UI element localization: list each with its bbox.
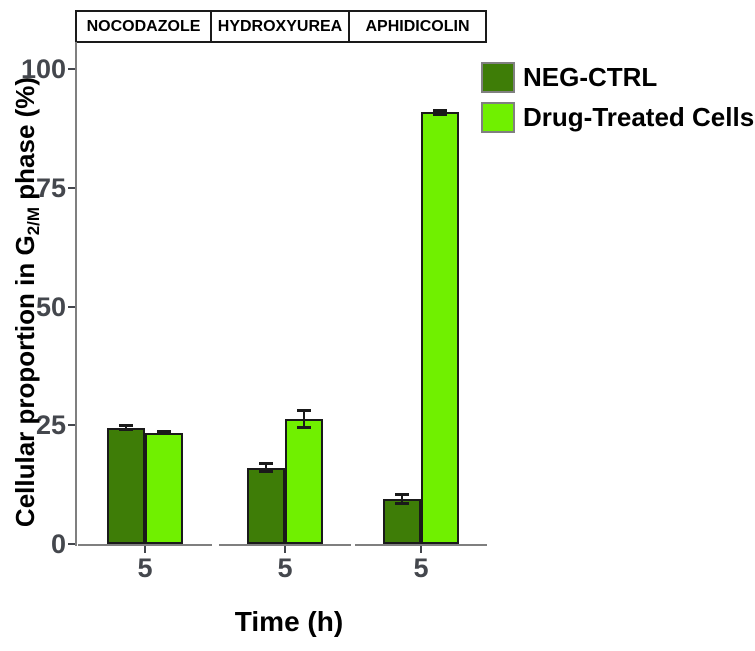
error-bar-line (125, 424, 127, 431)
bar-drug-treated-cells (285, 418, 323, 544)
x-axis-line (219, 544, 351, 546)
y-tick-mark (68, 543, 75, 545)
x-tick-mark (284, 546, 286, 553)
error-bar-line (303, 409, 305, 428)
facet-header-aphidicolin: APHIDICOLIN (348, 10, 487, 43)
error-bar-line (439, 109, 441, 115)
x-axis-line (355, 544, 487, 546)
y-tick-mark (68, 186, 75, 189)
error-bar-line (401, 493, 403, 505)
error-bar-cap (157, 430, 171, 434)
bar-neg-ctrl (247, 467, 285, 544)
error-bar-cap (395, 492, 409, 496)
y-axis-title-subscript: 2/M (24, 206, 43, 236)
facet-header-nocodazole: NOCODAZOLE (75, 10, 212, 43)
legend-swatch-neg-ctrl (481, 62, 515, 93)
bar-neg-ctrl (107, 427, 145, 544)
bar-neg-ctrl (383, 498, 421, 544)
error-bar-cap (157, 432, 171, 436)
legend-label-drug-treated: Drug-Treated Cells (523, 102, 755, 132)
legend-entry-neg-ctrl: NEG-CTRL (481, 62, 754, 93)
x-axis-line (78, 544, 212, 546)
error-bar-cap (297, 408, 311, 412)
error-bar-cap (259, 469, 273, 473)
y-tick-label: 50 (35, 291, 66, 322)
x-tick-label: 5 (277, 553, 293, 583)
y-tick-label: 25 (35, 410, 66, 441)
x-tick-label: 5 (137, 553, 153, 583)
error-bar-cap (395, 502, 409, 506)
x-tick-label: 5 (413, 553, 429, 583)
y-axis-title: Cellular proportion in G2/M phase (%) (10, 77, 44, 527)
legend-entry-drug-treated: Drug-Treated Cells (481, 102, 754, 133)
y-axis-title-suffix: phase (%) (10, 76, 40, 207)
y-axis-title-text: Cellular proportion in G (10, 235, 40, 528)
y-tick-mark (68, 424, 75, 427)
error-bar-cap (119, 423, 133, 427)
legend-swatch-drug-treated (481, 102, 515, 133)
error-bar-cap (119, 428, 133, 432)
facet-header-hydroxyurea: HYDROXYUREA (210, 10, 350, 43)
x-tick-mark (420, 546, 422, 553)
y-axis-line (75, 42, 77, 546)
x-tick-mark (144, 546, 146, 553)
x-axis-title: Time (h) (234, 606, 344, 637)
y-tick-label: 0 (50, 529, 66, 559)
error-bar-line (265, 463, 267, 472)
y-tick-mark (68, 305, 75, 308)
error-bar-cap (297, 425, 311, 429)
y-tick-mark (68, 68, 75, 70)
bar-drug-treated-cells (421, 112, 459, 544)
y-tick-label: 75 (35, 172, 66, 203)
legend: NEG-CTRL Drug-Treated Cells (481, 62, 754, 142)
bar-drug-treated-cells (145, 432, 183, 544)
error-bar-cap (433, 108, 447, 112)
error-bar-cap (259, 462, 273, 466)
y-tick-label: 100 (20, 54, 66, 84)
legend-label-neg-ctrl: NEG-CTRL (523, 62, 658, 92)
error-bar-cap (433, 112, 447, 116)
